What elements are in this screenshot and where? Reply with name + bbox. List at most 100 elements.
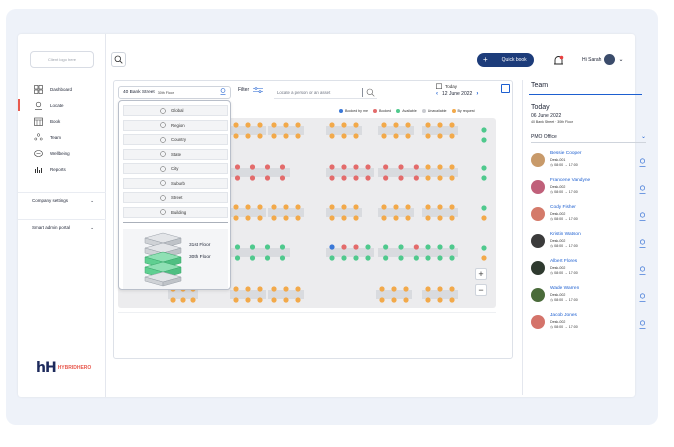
desk-seat[interactable] — [271, 286, 277, 292]
desk-seat[interactable] — [365, 164, 371, 170]
desk-seat[interactable] — [449, 297, 455, 303]
desk-seat[interactable] — [341, 164, 347, 170]
desk-seat[interactable] — [437, 297, 443, 303]
desk-seat[interactable] — [425, 164, 431, 170]
desk-seat[interactable] — [481, 137, 487, 143]
desk-seat[interactable] — [257, 297, 263, 303]
desk-seat[interactable] — [353, 204, 359, 210]
sidebar-item-locate[interactable]: Locate — [18, 97, 106, 113]
desk-seat[interactable] — [279, 164, 286, 170]
hierarchy-option-state[interactable]: State — [123, 148, 228, 160]
desk-seat[interactable] — [245, 215, 251, 221]
desk-seat[interactable] — [329, 122, 335, 128]
desk-seat[interactable] — [437, 133, 443, 139]
desk-seat[interactable] — [449, 164, 455, 170]
desk-seat[interactable] — [481, 245, 487, 251]
desk-seat[interactable] — [341, 215, 347, 221]
desk-seat[interactable] — [233, 122, 239, 128]
desk-seat[interactable] — [379, 286, 385, 292]
desk-seat[interactable] — [425, 133, 431, 139]
sidebar-item-reports[interactable]: Reports — [18, 161, 106, 177]
desk-seat[interactable] — [295, 297, 301, 303]
desk-seat[interactable] — [481, 127, 487, 133]
desk-seat[interactable] — [481, 205, 487, 211]
desk-seat[interactable] — [353, 133, 359, 139]
calendar-icon[interactable] — [501, 84, 510, 93]
desk-seat[interactable] — [365, 244, 371, 250]
desk-seat[interactable] — [383, 244, 389, 250]
zoom-out-button[interactable]: − — [475, 284, 487, 296]
desk-seat[interactable] — [329, 244, 335, 250]
filter-button[interactable]: Filter — [238, 87, 264, 93]
desk-seat[interactable] — [381, 133, 387, 139]
desk-seat[interactable] — [413, 255, 419, 261]
desk-seat[interactable] — [449, 215, 455, 221]
desk-seat[interactable] — [245, 133, 251, 139]
desk-seat[interactable] — [264, 164, 271, 170]
locate-person-icon[interactable] — [639, 181, 646, 194]
desk-seat[interactable] — [383, 164, 389, 170]
desk-seat[interactable] — [233, 215, 239, 221]
desk-seat[interactable] — [233, 204, 239, 210]
floor-option-31[interactable]: 31st Floor — [189, 243, 211, 248]
desk-seat[interactable] — [481, 165, 487, 171]
desk-seat[interactable] — [295, 133, 301, 139]
company-settings-menu[interactable]: Company settings ⌄ — [18, 192, 106, 208]
desk-seat[interactable] — [425, 255, 431, 261]
floor-option-30[interactable]: 30th Floor — [189, 255, 211, 260]
desk-seat[interactable] — [329, 215, 335, 221]
desk-seat[interactable] — [190, 297, 196, 303]
desk-seat[interactable] — [425, 204, 431, 210]
desk-seat[interactable] — [381, 204, 387, 210]
desk-seat[interactable] — [283, 286, 289, 292]
desk-seat[interactable] — [391, 286, 397, 292]
desk-seat[interactable] — [295, 215, 301, 221]
desk-seat[interactable] — [403, 297, 409, 303]
team-member-row[interactable]: Jacob Jones Desk-002 ◷ 08:00 → 17:00 — [531, 312, 646, 338]
hierarchy-option-country[interactable]: Country — [123, 134, 228, 145]
desk-seat[interactable] — [329, 164, 335, 170]
desk-seat[interactable] — [234, 255, 241, 261]
member-name[interactable]: Bessie Cooper — [550, 151, 582, 156]
sidebar-item-wellbeing[interactable]: Wellbeing — [18, 145, 106, 161]
member-name[interactable]: Albert Flores — [550, 259, 578, 264]
desk-seat[interactable] — [233, 297, 239, 303]
locate-person-icon[interactable] — [639, 262, 646, 275]
today-button[interactable]: Today — [436, 83, 496, 89]
desk-seat[interactable] — [234, 164, 241, 170]
desk-seat[interactable] — [391, 297, 397, 303]
desk-seat[interactable] — [405, 133, 411, 139]
locate-person-icon[interactable] — [639, 154, 646, 167]
locate-person-icon[interactable] — [639, 316, 646, 329]
member-name[interactable]: Jacob Jones — [550, 313, 577, 318]
desk-seat[interactable] — [249, 164, 256, 170]
desk-seat[interactable] — [295, 204, 301, 210]
desk-seat[interactable] — [353, 175, 359, 181]
desk-seat[interactable] — [437, 175, 443, 181]
desk-seat[interactable] — [234, 244, 241, 250]
desk-seat[interactable] — [405, 122, 411, 128]
locate-person-icon[interactable] — [639, 208, 646, 221]
desk-seat[interactable] — [393, 122, 399, 128]
member-name[interactable]: Cody Fisher — [550, 205, 576, 210]
desk-seat[interactable] — [393, 133, 399, 139]
member-name[interactable]: Kristin Watson — [550, 232, 581, 237]
desk-seat[interactable] — [381, 122, 387, 128]
team-member-row[interactable]: Cody Fisher Desk-002 ◷ 08:00 → 17:00 — [531, 204, 646, 230]
hierarchy-option-street[interactable]: Street — [123, 192, 228, 203]
desk-seat[interactable] — [245, 297, 251, 303]
desk-seat[interactable] — [283, 297, 289, 303]
desk-seat[interactable] — [271, 215, 277, 221]
desk-seat[interactable] — [481, 175, 487, 181]
desk-seat[interactable] — [271, 204, 277, 210]
desk-seat[interactable] — [425, 122, 431, 128]
desk-seat[interactable] — [381, 215, 387, 221]
desk-seat[interactable] — [341, 175, 347, 181]
desk-seat[interactable] — [353, 244, 359, 250]
desk-seat[interactable] — [398, 175, 404, 181]
desk-seat[interactable] — [249, 244, 256, 250]
desk-seat[interactable] — [449, 244, 455, 250]
team-member-row[interactable]: Bessie Cooper Desk-001 ◷ 08:00 → 17:00 — [531, 150, 646, 176]
desk-seat[interactable] — [249, 175, 256, 181]
desk-seat[interactable] — [413, 244, 419, 250]
